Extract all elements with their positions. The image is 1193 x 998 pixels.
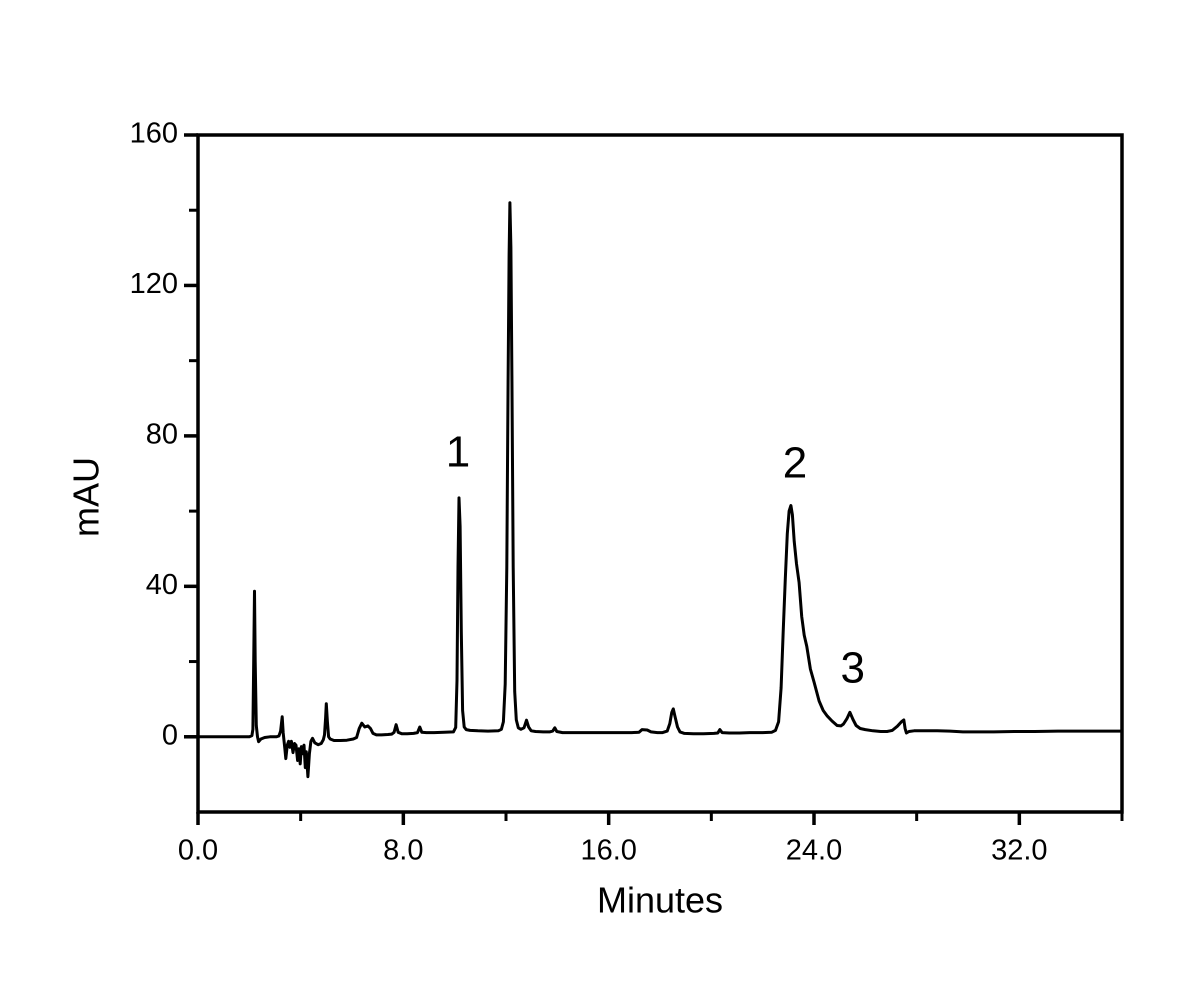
x-tick-label: 8.0 <box>383 835 423 867</box>
peak-label-2: 2 <box>783 439 807 488</box>
x-axis-title: Minutes <box>597 880 723 921</box>
x-tick-label: 0.0 <box>178 835 218 867</box>
y-tick-label: 120 <box>130 268 178 300</box>
y-tick-label: 40 <box>146 569 178 601</box>
chromatogram-trace <box>196 201 1124 779</box>
y-axis-title: mAU <box>66 457 107 537</box>
x-tick-label: 24.0 <box>786 835 842 867</box>
y-tick-label: 80 <box>146 419 178 451</box>
peak-labels: 1 2 3 <box>446 427 865 692</box>
x-tick-label: 32.0 <box>991 835 1047 867</box>
x-tick-label: 16.0 <box>580 835 636 867</box>
y-tick-label: 160 <box>130 118 178 150</box>
axes: 0.0 8.0 16.0 24.0 32.0 0 40 80 120 160 <box>130 118 1124 867</box>
y-tick-label: 0 <box>162 719 178 751</box>
plot-border <box>196 133 1124 814</box>
peak-label-1: 1 <box>446 427 470 476</box>
peak-label-3: 3 <box>841 644 865 693</box>
